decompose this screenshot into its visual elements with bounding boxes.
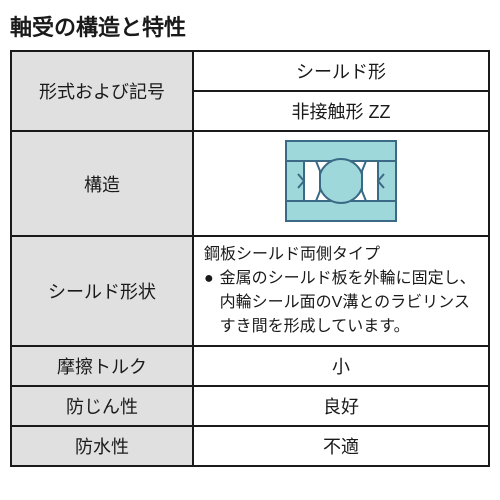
format-bottom: 非接触形 ZZ: [193, 91, 489, 131]
structure-label: 構造: [11, 131, 193, 236]
spec-table: 形式および記号 シールド形 非接触形 ZZ 構造: [10, 50, 490, 467]
friction-value: 小: [193, 346, 489, 386]
shield-shape-label: シールド形状: [11, 236, 193, 346]
shield-shape-bullet-row: ● 金属のシールド板を外輪に固定し、内輪シール面のV溝とのラビリンスすき間を形成…: [204, 267, 478, 339]
bullet-icon: ●: [204, 267, 214, 291]
dust-label: 防じん性: [11, 386, 193, 426]
format-label: 形式および記号: [11, 51, 193, 131]
shield-shape-intro: 鋼板シールド両側タイプ: [204, 243, 478, 267]
dust-value: 良好: [193, 386, 489, 426]
water-label: 防水性: [11, 426, 193, 466]
bearing-diagram-icon: [276, 136, 406, 226]
shield-shape-value: 鋼板シールド両側タイプ ● 金属のシールド板を外輪に固定し、内輪シール面のV溝と…: [193, 236, 489, 346]
structure-diagram-cell: [193, 131, 489, 236]
water-value: 不適: [193, 426, 489, 466]
shield-shape-bullet-text: 金属のシールド板を外輪に固定し、内輪シール面のV溝とのラビリンスすき間を形成して…: [220, 267, 478, 339]
friction-label: 摩擦トルク: [11, 346, 193, 386]
format-top: シールド形: [193, 51, 489, 91]
page-title: 軸受の構造と特性: [10, 10, 490, 42]
